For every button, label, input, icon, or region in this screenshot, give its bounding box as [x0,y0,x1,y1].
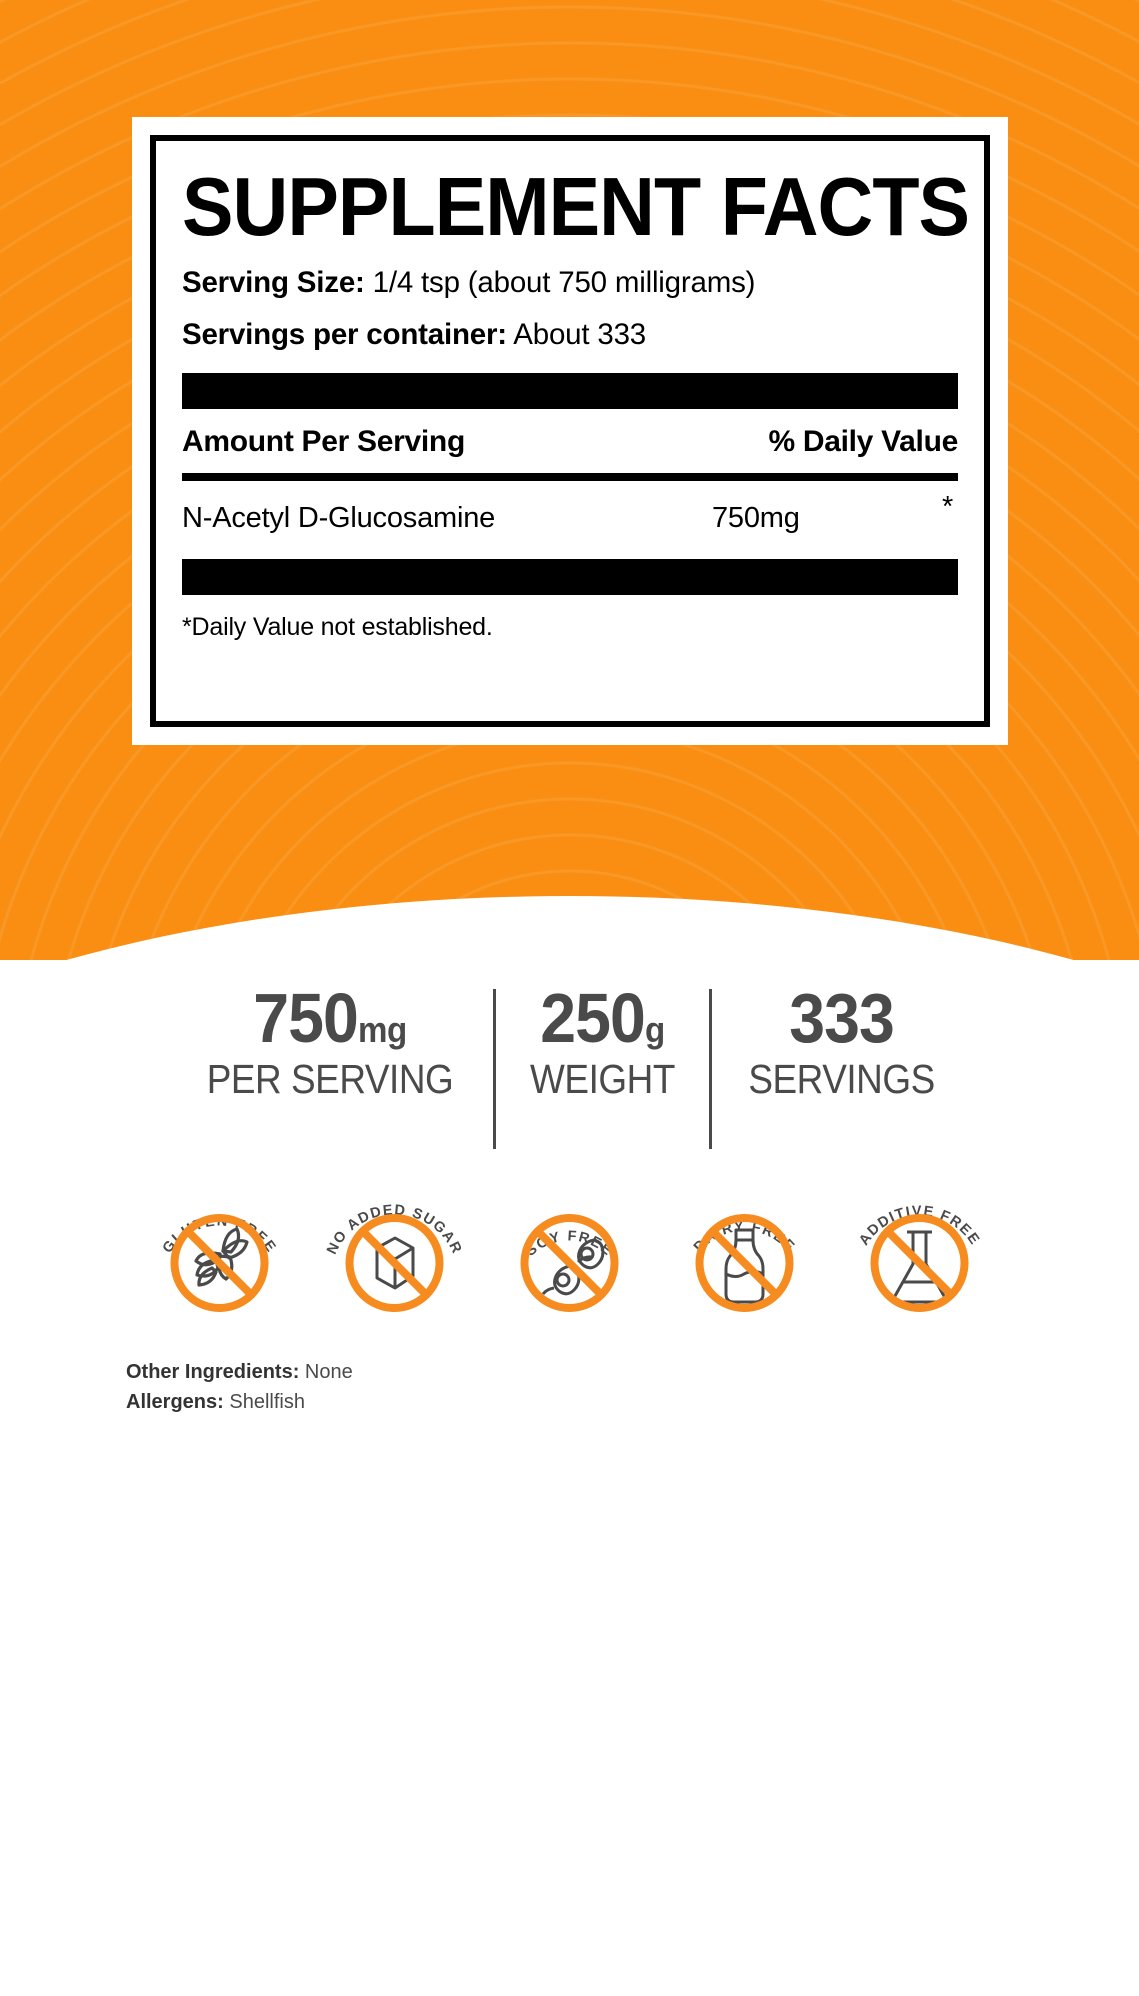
divider-bar-medium [182,473,958,481]
wheat-icon [194,1227,249,1287]
amount-per-serving-header: Amount Per Serving [182,425,465,458]
stat-divider-1 [493,989,497,1149]
badge-label-additive-free: ADDITIVE FREE [856,1203,983,1248]
badge-label-no-added-sugar: NO ADDED SUGAR [324,1202,465,1257]
prohibition-symbol [520,1214,619,1312]
divider-bar-bottom [182,559,958,595]
prohibition-symbol [695,1214,794,1312]
servings-per-container-label: Servings per container: [182,318,507,351]
stat-weight-number: 250g [529,983,677,1053]
certification-badges-row: GLUTEN FREE NO ADDED SUGAR [0,1178,1139,1338]
stat-per-serving-label: PER SERVING [207,1055,454,1102]
stat-weight-label: WEIGHT [530,1055,676,1102]
serving-size-label: Serving Size: [182,266,365,299]
stat-servings-number: 333 [747,983,938,1053]
other-ingredients-line: Other Ingredients: None [126,1357,353,1387]
table-row: N-Acetyl D-Glucosamine 750mg * [182,481,958,559]
badge-additive-free: ADDITIVE FREE [832,1178,1007,1328]
prohibition-symbol [170,1214,269,1312]
supplement-facts-panel: SUPPLEMENT FACTS Serving Size: 1/4 tsp (… [132,117,1008,745]
daily-value-footnote: *Daily Value not established. [182,613,493,641]
divider-bar-top [182,373,958,409]
badge-no-added-sugar: NO ADDED SUGAR [307,1178,482,1328]
servings-per-container-value: About 333 [513,318,647,351]
product-stats-row: 750mg PER SERVING 250g WEIGHT 333 SERVIN… [0,983,1139,1150]
prohibition-symbol [870,1214,969,1312]
stat-unit: mg [358,1009,408,1050]
table-header-row: Amount Per Serving % Daily Value [182,409,958,473]
servings-per-container-line: Servings per container: About 333 [182,318,958,352]
daily-value-header: % Daily Value [768,425,958,458]
badge-soy-free: SOY FREE [482,1178,657,1328]
serving-size-value: 1/4 tsp (about 750 milligrams) [372,266,756,299]
stat-value: 333 [789,979,896,1057]
allergens-value: Shellfish [229,1391,305,1414]
stat-value: 750 [253,979,360,1057]
allergens-label: Allergens: [126,1391,224,1414]
stat-weight: 250g WEIGHT [496,983,709,1102]
stat-servings-label: SERVINGS [748,1055,936,1102]
ingredient-name: N-Acetyl D-Glucosamine [182,502,496,534]
stat-per-serving: 750mg PER SERVING [167,983,493,1102]
stat-per-serving-number: 750mg [204,983,456,1053]
badge-dairy-free: DAIRY FREE [657,1178,832,1328]
stat-servings: 333 SERVINGS [712,983,971,1102]
stat-value: 250 [540,979,647,1057]
stat-unit: g [645,1009,666,1050]
badge-gluten-free: GLUTEN FREE [132,1178,307,1328]
supplement-facts-border-box: SUPPLEMENT FACTS Serving Size: 1/4 tsp (… [150,135,990,727]
other-ingredients-label: Other Ingredients: [126,1361,300,1383]
other-ingredients-value: None [304,1361,353,1383]
bottom-info-block: Other Ingredients: None Allergens: Shell… [126,1357,353,1418]
prohibition-symbol [345,1214,444,1312]
ingredient-amount: 750mg [712,502,800,534]
page-title: SUPPLEMENT FACTS [182,160,970,253]
ingredient-daily-value: * [942,491,954,523]
stat-divider-2 [709,989,713,1149]
serving-size-line: Serving Size: 1/4 tsp (about 750 milligr… [182,266,958,300]
allergens-line: Allergens: Shellfish [126,1387,353,1417]
